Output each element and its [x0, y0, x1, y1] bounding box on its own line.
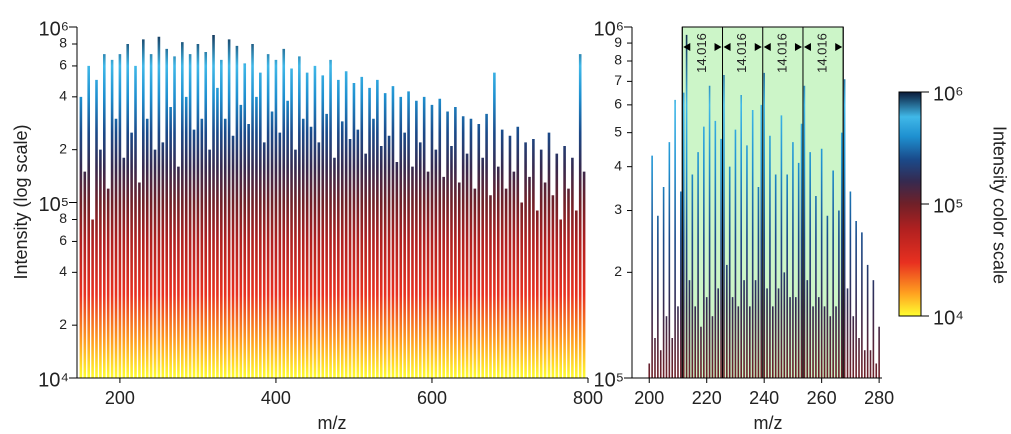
x-tick-label: 220 [692, 388, 722, 408]
y-tick-label: 10⁴ [38, 369, 69, 391]
interval-label: 14.016 [694, 33, 709, 73]
x-tick-label: 240 [749, 388, 779, 408]
colorbar-tick-label: 10⁴ [933, 307, 964, 329]
x-tick-label: 200 [634, 388, 664, 408]
y-tick-label: 9 [614, 34, 622, 50]
y-tick-label: 10⁶ [594, 18, 624, 40]
y-tick-label: 8 [614, 52, 622, 68]
y-tick-label: 10⁵ [593, 369, 624, 391]
y-tick-label: 2 [59, 316, 67, 332]
y-tick-label: 6 [59, 57, 67, 73]
y-tick-label: 6 [614, 96, 622, 112]
colorbar [898, 91, 922, 317]
arrow-head [754, 43, 762, 51]
y-tick-label: 10⁵ [38, 194, 69, 216]
y-tick-label: 8 [59, 210, 67, 226]
y-tick-label: 10⁶ [39, 18, 69, 40]
x-tick-label: 200 [105, 388, 135, 408]
x-tick-label: 400 [261, 388, 291, 408]
interval-label: 14.016 [815, 33, 830, 73]
arrow-head [803, 43, 811, 51]
arrow-head [723, 43, 731, 51]
arrow-head [683, 43, 691, 51]
y-tick-label: 2 [614, 263, 622, 279]
y-tick-label: 3 [614, 201, 622, 217]
y-tick-label: 7 [614, 72, 622, 88]
y-tick-label: 5 [614, 123, 622, 139]
arrow-head [714, 43, 722, 51]
x-tick-label: 280 [864, 388, 894, 408]
y-tick-label: 6 [59, 232, 67, 248]
y-tick-label: 8 [59, 35, 67, 51]
colorbar-tick-label: 10⁶ [933, 83, 963, 105]
y-axis-label: Intensity (log scale) [11, 124, 31, 279]
arrow-head [794, 43, 802, 51]
y-tick-label: 4 [59, 88, 67, 104]
arrow-head [763, 43, 771, 51]
x-tick-label: 260 [807, 388, 837, 408]
y-tick-label: 2 [59, 140, 67, 156]
x-tick-label: 800 [573, 388, 603, 408]
colorbar-tick-label: 10⁵ [933, 195, 964, 217]
arrow-head [835, 43, 843, 51]
x-tick-label: 600 [417, 388, 447, 408]
colorbar-label: Intensity color scale [989, 126, 1009, 284]
y-tick-label: 4 [614, 157, 622, 173]
interval-label: 14.016 [734, 33, 749, 73]
x-axis-label: m/z [318, 413, 347, 433]
interval-label: 14.016 [774, 33, 789, 73]
x-axis-label: m/z [754, 413, 783, 433]
y-tick-label: 4 [59, 263, 67, 279]
